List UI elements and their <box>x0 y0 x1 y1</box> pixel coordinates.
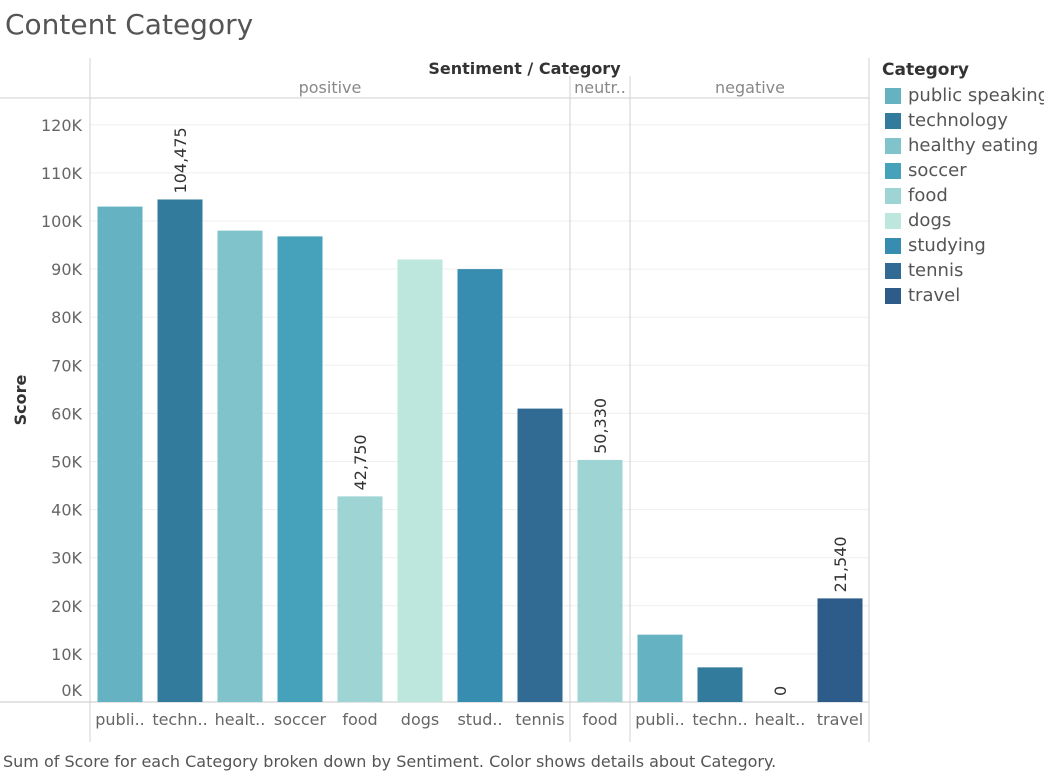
legend-label: public speaking <box>908 85 1044 106</box>
x-tick-label: healt.. <box>215 710 266 729</box>
y-tick-label: 50K <box>51 453 82 472</box>
bar <box>277 236 323 702</box>
y-tick-label: 20K <box>51 597 82 616</box>
bar <box>337 496 383 702</box>
x-tick-label: tennis <box>515 710 564 729</box>
x-tick-label: food <box>582 710 617 729</box>
bar <box>577 459 623 702</box>
bar <box>97 206 143 702</box>
legend-item[interactable]: technology <box>880 108 1044 133</box>
data-label: 21,540 <box>831 536 850 592</box>
chart-caption: Sum of Score for each Category broken do… <box>3 752 777 771</box>
legend-label: healthy eating <box>908 135 1039 156</box>
pane-header: negative <box>715 78 785 97</box>
bar <box>517 408 563 702</box>
bar <box>397 259 443 702</box>
legend-item[interactable]: studying <box>880 233 1044 258</box>
data-label: 0 <box>771 686 790 696</box>
legend-item[interactable]: soccer <box>880 158 1044 183</box>
x-tick-label: healt.. <box>755 710 806 729</box>
legend-item[interactable]: tennis <box>880 258 1044 283</box>
legend-swatch <box>885 87 901 104</box>
y-tick-label: 100K <box>41 212 83 231</box>
legend-swatch <box>885 262 901 279</box>
y-axis-label: Score <box>11 374 30 425</box>
y-tick-label: 40K <box>51 501 82 520</box>
y-tick-label: 70K <box>51 356 82 375</box>
x-tick-label: travel <box>817 710 863 729</box>
legend-label: technology <box>908 110 1008 131</box>
x-tick-label: publi.. <box>635 710 685 729</box>
chart-title: Content Category <box>5 8 254 41</box>
data-label: 104,475 <box>171 127 190 193</box>
legend-item[interactable]: travel <box>880 283 1044 308</box>
x-tick-label: techn.. <box>152 710 207 729</box>
x-tick-label: techn.. <box>692 710 747 729</box>
x-tick-label: food <box>342 710 377 729</box>
pane-header: positive <box>299 78 362 97</box>
legend-label: tennis <box>908 260 964 281</box>
legend-label: food <box>908 185 948 206</box>
x-tick-label: publi.. <box>95 710 145 729</box>
bar <box>817 598 863 702</box>
legend-label: studying <box>908 235 986 256</box>
legend-item[interactable]: public speaking <box>880 83 1044 108</box>
legend-swatch <box>885 287 901 304</box>
legend-swatch <box>885 237 901 254</box>
bar <box>457 269 503 702</box>
legend: Category public speaking technology health… <box>880 60 1044 308</box>
legend-item[interactable]: dogs <box>880 208 1044 233</box>
y-tick-label: 90K <box>51 260 82 279</box>
legend-label: soccer <box>908 160 967 181</box>
y-tick-label: 110K <box>41 164 83 183</box>
y-tick-label: 30K <box>51 549 82 568</box>
bar <box>637 634 683 702</box>
legend-swatch <box>885 162 901 179</box>
y-tick-label: 10K <box>51 645 82 664</box>
y-tick-label: 80K <box>51 308 82 327</box>
legend-swatch <box>885 137 901 154</box>
column-header: Sentiment / Category <box>428 59 621 78</box>
legend-swatch <box>885 212 901 229</box>
bar <box>157 199 203 702</box>
bar-chart: Sentiment / Category positive neutr.. negat… <box>0 58 870 742</box>
x-tick-label: soccer <box>274 710 327 729</box>
x-tick-label: dogs <box>401 710 439 729</box>
y-tick-label: 0K <box>61 681 82 700</box>
data-label: 50,330 <box>591 398 610 454</box>
y-tick-label: 120K <box>41 116 83 135</box>
legend-item[interactable]: healthy eating <box>880 133 1044 158</box>
bar <box>697 667 743 702</box>
y-tick-label: 60K <box>51 404 82 423</box>
legend-label: travel <box>908 285 961 306</box>
x-tick-label: stud.. <box>457 710 502 729</box>
legend-item[interactable]: food <box>880 183 1044 208</box>
legend-title: Category <box>882 60 969 80</box>
bar <box>217 230 263 702</box>
legend-label: dogs <box>908 210 952 231</box>
pane-header: neutr.. <box>574 78 626 97</box>
legend-swatch <box>885 112 901 129</box>
legend-swatch <box>885 187 901 204</box>
data-label: 42,750 <box>351 434 370 490</box>
